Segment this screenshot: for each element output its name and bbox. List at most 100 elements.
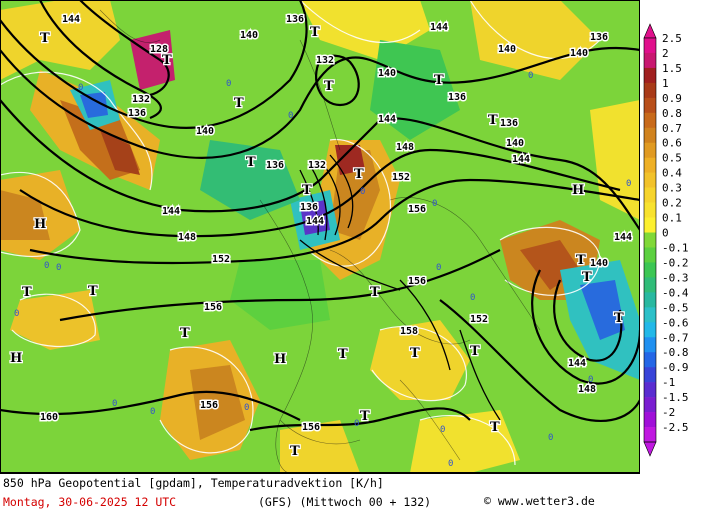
svg-text:156: 156 <box>302 422 320 433</box>
svg-text:T: T <box>40 31 50 46</box>
svg-text:128: 128 <box>150 44 168 55</box>
svg-text:0: 0 <box>432 199 437 209</box>
scale-swatch <box>644 67 656 84</box>
contour-south <box>249 407 471 432</box>
scale-label: 0.2 <box>662 197 682 210</box>
svg-text:156: 156 <box>200 400 218 411</box>
svg-text:T: T <box>338 347 348 362</box>
svg-text:152: 152 <box>392 172 410 183</box>
svg-text:T: T <box>162 53 172 68</box>
svg-text:152: 152 <box>212 254 230 265</box>
svg-text:0: 0 <box>448 459 453 469</box>
scale-label: -0.1 <box>662 241 689 254</box>
cold-advection-area <box>300 200 330 235</box>
warm-advection-area <box>370 320 470 400</box>
warm-advection-area <box>10 290 100 350</box>
scale-swatch <box>644 187 656 203</box>
scale-swatch <box>644 127 656 144</box>
cold-advection-area <box>230 260 330 330</box>
scale-label: 0.5 <box>662 152 682 165</box>
svg-text:T: T <box>234 96 244 111</box>
scale-swatch <box>644 38 656 54</box>
warm-advection-area <box>130 30 175 90</box>
svg-text:H: H <box>572 183 584 198</box>
scale-label: 1 <box>662 77 669 90</box>
svg-text:0: 0 <box>288 111 293 121</box>
svg-text:144: 144 <box>512 154 530 165</box>
svg-text:144: 144 <box>614 232 632 243</box>
svg-text:160: 160 <box>40 412 58 423</box>
svg-text:132: 132 <box>316 55 334 66</box>
scale-label: 1.5 <box>662 62 682 75</box>
svg-text:0: 0 <box>244 403 249 413</box>
geopotential-contours <box>0 0 640 432</box>
contour-labels: 144 128 132 136 140 144 148 152 156 160 … <box>39 13 634 435</box>
forecast-date: Montag, 30-06-2025 12 UTC <box>3 495 177 509</box>
warm-advection-area <box>190 365 245 440</box>
svg-text:H: H <box>34 217 46 232</box>
credit-link: www.wetter3.de <box>497 494 595 508</box>
warm-advection-area <box>100 130 140 175</box>
contour-148 <box>19 148 621 238</box>
scale-label: -0.9 <box>662 361 689 374</box>
svg-text:132: 132 <box>132 94 150 105</box>
svg-text:140: 140 <box>506 138 524 149</box>
svg-text:140: 140 <box>570 48 588 59</box>
scale-swatch <box>644 307 656 323</box>
svg-text:0: 0 <box>150 407 155 417</box>
svg-text:158: 158 <box>400 326 418 337</box>
cold-advection-area <box>80 92 108 118</box>
contour-144 <box>0 99 640 231</box>
scale-swatch <box>644 262 656 278</box>
scale-swatch <box>644 367 656 383</box>
svg-text:T: T <box>324 79 334 94</box>
svg-text:140: 140 <box>498 44 516 55</box>
svg-text:T: T <box>310 25 320 40</box>
svg-text:148: 148 <box>178 232 196 243</box>
contour-128 <box>79 0 170 97</box>
scale-swatch <box>644 142 656 159</box>
warm-advection-area <box>590 100 640 220</box>
scale-label: 0.3 <box>662 182 682 195</box>
svg-text:0: 0 <box>56 263 61 273</box>
scale-label: 0 <box>662 227 669 240</box>
scale-label: -0.2 <box>662 256 689 269</box>
warm-advection-area <box>0 190 50 240</box>
svg-text:136: 136 <box>500 118 518 129</box>
scale-swatch <box>644 202 656 218</box>
scale-label: -0.8 <box>662 346 689 359</box>
svg-text:144: 144 <box>306 216 324 227</box>
scale-swatch <box>644 382 656 398</box>
scale-label: -1.5 <box>662 391 689 404</box>
svg-text:156: 156 <box>408 204 426 215</box>
svg-text:T: T <box>302 183 312 198</box>
scale-label: -2 <box>662 406 675 419</box>
cold-advection-area <box>580 280 625 340</box>
svg-text:T: T <box>88 284 98 299</box>
scale-label: -0.7 <box>662 331 689 344</box>
svg-text:140: 140 <box>590 258 608 269</box>
svg-text:T: T <box>488 113 498 128</box>
svg-text:T: T <box>410 346 420 361</box>
svg-text:0: 0 <box>528 71 533 81</box>
pressure-centers: T T T T T T T T T T H T T T H H T T T T … <box>9 24 626 461</box>
contour-136 <box>0 0 308 129</box>
svg-text:0: 0 <box>470 293 475 303</box>
svg-text:0: 0 <box>78 83 83 93</box>
scale-swatch <box>644 337 656 353</box>
scale-label: 2.5 <box>662 32 682 45</box>
svg-text:T: T <box>370 285 380 300</box>
model-run: (GFS) (Mittwoch 00 + 132) <box>258 495 432 509</box>
scale-label: -0.4 <box>662 286 689 299</box>
scale-swatch <box>644 322 656 338</box>
contour-low-east <box>531 269 640 385</box>
contour-160 <box>0 390 301 421</box>
svg-text:T: T <box>246 155 256 170</box>
scale-label: 0.4 <box>662 167 682 180</box>
svg-text:144: 144 <box>430 22 448 33</box>
map-title: 850 hPa Geopotential [gpdam], Temperatur… <box>3 476 384 490</box>
svg-text:0: 0 <box>44 261 49 271</box>
scale-swatch <box>644 217 656 233</box>
svg-text:H: H <box>10 351 22 366</box>
